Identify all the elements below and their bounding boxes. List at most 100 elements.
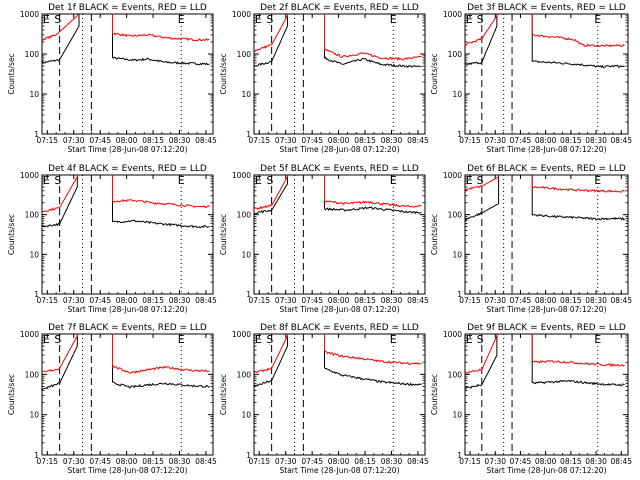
x-tick-label: 08:15 [142,457,164,466]
series-line-events [253,14,288,67]
series-line-lld [41,334,78,373]
y-tick-label: 1 [34,130,39,139]
x-tick-label: 08:15 [354,296,376,305]
x-tick-label: 07:30 [63,136,85,145]
x-tick-label: 08:30 [585,296,607,305]
y-tick-label: 10 [241,250,251,259]
event-marker-label: S [477,333,484,346]
event-marker-label: E [390,174,397,187]
y-tick-label: 1000 [443,10,462,19]
chart-panel: Det 3f BLACK = Events, RED = LLD 1 10 100 10… [430,3,632,154]
y-tick-label: 1 [457,290,462,299]
x-tick-label: 08:00 [328,136,350,145]
x-tick-label: 08:15 [560,296,582,305]
chart-panel: Det 7f BLACK = Events, RED = LLD 1 10 100 10… [7,323,217,475]
x-tick-label: 08:00 [116,296,138,305]
chart-title: Det 8f BLACK = Events, RED = LLD [260,323,419,333]
plot-frame [464,333,629,456]
series-line-events [41,334,78,391]
x-tick-label: 08:30 [169,296,191,305]
chart-title: Det 1f BLACK = Events, RED = LLD [48,3,207,13]
y-axis-label: Counts/sec [7,214,16,255]
series-line-events [464,175,500,221]
x-tick-label: 08:45 [407,136,429,145]
series-line-lld [324,14,422,61]
series-line-lld [112,175,210,209]
series-line-lld [253,334,288,374]
x-tick-label: 08:00 [328,296,350,305]
x-tick-label: 07:45 [89,457,111,466]
x-tick-label: 08:45 [195,136,217,145]
y-tick-label: 1 [34,290,39,299]
event-marker-label: E [178,333,185,346]
series-line-events [464,14,498,66]
y-tick-label: 100 [25,370,40,379]
plot-frame [41,333,214,456]
plot-frame [253,174,426,295]
y-tick-label: 100 [237,370,252,379]
x-tick-label: 08:30 [585,136,607,145]
x-tick-label: 08:30 [169,136,191,145]
y-axis-label: Counts/sec [430,53,439,94]
x-tick-label: 08:30 [381,136,403,145]
x-tick-label: 07:30 [63,457,85,466]
event-marker-label: E [466,333,473,346]
chart-panel: Det 2f BLACK = Events, RED = LLD 1 10 100 10… [219,3,429,154]
y-tick-label: 1 [246,451,251,460]
event-marker-label: E [466,13,473,26]
x-tick-label: 08:00 [535,457,557,466]
x-axis-label: Start Time (28-Jun-08 07:12:20) [68,466,188,475]
x-axis-label: Start Time (28-Jun-08 07:12:20) [280,466,400,475]
x-tick-label: 07:30 [484,296,506,305]
x-tick-label: 08:30 [381,296,403,305]
y-tick-label: 1000 [443,171,462,180]
x-tick-label: 08:45 [610,457,632,466]
event-marker-label: E [594,174,601,187]
event-marker-label: E [255,333,262,346]
y-tick-label: 1000 [20,171,39,180]
chart-panel: Det 6f BLACK = Events, RED = LLD 1 10 100 10… [430,164,632,314]
series-line-events [253,334,288,387]
series-line-lld [464,175,500,191]
chart-title: Det 3f BLACK = Events, RED = LLD [467,3,626,13]
event-marker-label: S [477,174,484,187]
chart-panel: Det 1f BLACK = Events, RED = LLD 1 10 100 10… [7,3,217,154]
x-axis-label: Start Time (28-Jun-08 07:12:20) [487,305,607,314]
event-marker-label: E [43,333,50,346]
series-line-lld [324,175,422,208]
y-tick-label: 100 [237,50,252,59]
x-tick-label: 08:30 [585,457,607,466]
series-line-events [324,175,422,215]
plot-frame [253,13,426,135]
y-tick-label: 1 [457,451,462,460]
y-tick-label: 1000 [232,171,251,180]
x-tick-label: 08:15 [354,136,376,145]
series-line-lld [41,14,78,41]
chart-title: Det 7f BLACK = Events, RED = LLD [48,323,207,333]
y-axis-label: Counts/sec [219,53,228,94]
y-tick-label: 1000 [20,10,39,19]
series-line-lld [112,14,210,42]
series-line-lld [464,334,498,374]
event-marker-label: E [255,13,262,26]
x-tick-label: 07:45 [510,136,532,145]
x-tick-label: 07:15 [459,136,481,145]
y-tick-label: 1 [457,130,462,139]
x-tick-label: 07:15 [248,136,270,145]
chart-title: Det 4f BLACK = Events, RED = LLD [48,164,207,174]
y-axis-label: Counts/sec [219,374,228,415]
series-line-events [112,14,210,66]
x-tick-label: 07:15 [36,457,58,466]
x-axis-label: Start Time (28-Jun-08 07:12:20) [68,305,188,314]
x-tick-label: 08:45 [195,457,217,466]
y-tick-label: 1000 [443,330,462,339]
x-tick-label: 08:30 [381,457,403,466]
x-tick-label: 08:30 [169,457,191,466]
chart-panel: Det 9f BLACK = Events, RED = LLD 1 10 100 10… [430,323,632,475]
y-tick-label: 10 [241,411,251,420]
series-line-lld [531,175,625,193]
series-line-lld [253,14,288,53]
y-tick-label: 10 [452,250,462,259]
y-tick-label: 1 [246,130,251,139]
